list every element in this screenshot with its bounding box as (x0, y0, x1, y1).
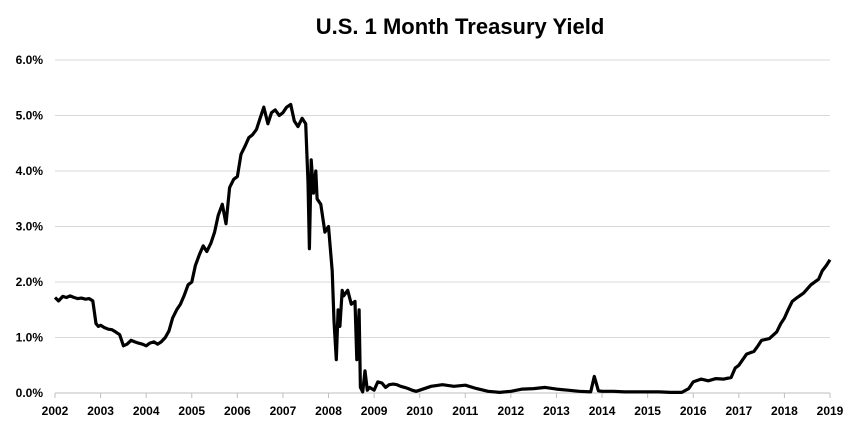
x-tick-labels: 2002 2003 2004 2005 2006 2007 2008 2009 2010 2011… (42, 404, 844, 418)
y-tick-label: 5.0% (16, 109, 44, 123)
axes (54, 392, 831, 398)
y-tick-label: 2.0% (16, 275, 44, 289)
x-tick-label: 2003 (87, 404, 114, 418)
gridlines (55, 59, 830, 338)
y-tick-label: 1.0% (16, 331, 44, 345)
x-tick-label: 2015 (634, 404, 661, 418)
x-tick-label: 2006 (224, 404, 251, 418)
x-tick-label: 2017 (725, 404, 752, 418)
x-tick-label: 2013 (543, 404, 570, 418)
x-tick-label: 2014 (589, 404, 616, 418)
x-tick-label: 2019 (817, 404, 844, 418)
x-tick-label: 2002 (42, 404, 69, 418)
x-tick-label: 2007 (270, 404, 297, 418)
series-line (53, 102, 832, 394)
chart-title: U.S. 1 Month Treasury Yield (315, 14, 605, 39)
x-tick-label: 2010 (406, 404, 433, 418)
x-tick-label: 2016 (680, 404, 707, 418)
x-tick-label: 2012 (498, 404, 525, 418)
y-tick-label: 0.0% (16, 386, 44, 400)
series-line-layer (53, 102, 832, 394)
x-tick-label: 2009 (361, 404, 388, 418)
y-tick-label: 6.0% (16, 53, 44, 67)
x-tick-label: 2004 (133, 404, 160, 418)
x-tick-label: 2011 (452, 404, 478, 418)
y-tick-labels: 0.0% 1.0% 2.0% 3.0% 4.0% 5.0% 6.0% (16, 53, 44, 400)
y-tick-label: 3.0% (16, 220, 44, 234)
x-tick-label: 2008 (315, 404, 342, 418)
x-tick-label: 2005 (178, 404, 205, 418)
x-tick-label: 2018 (771, 404, 798, 418)
y-tick-label: 4.0% (16, 164, 44, 178)
